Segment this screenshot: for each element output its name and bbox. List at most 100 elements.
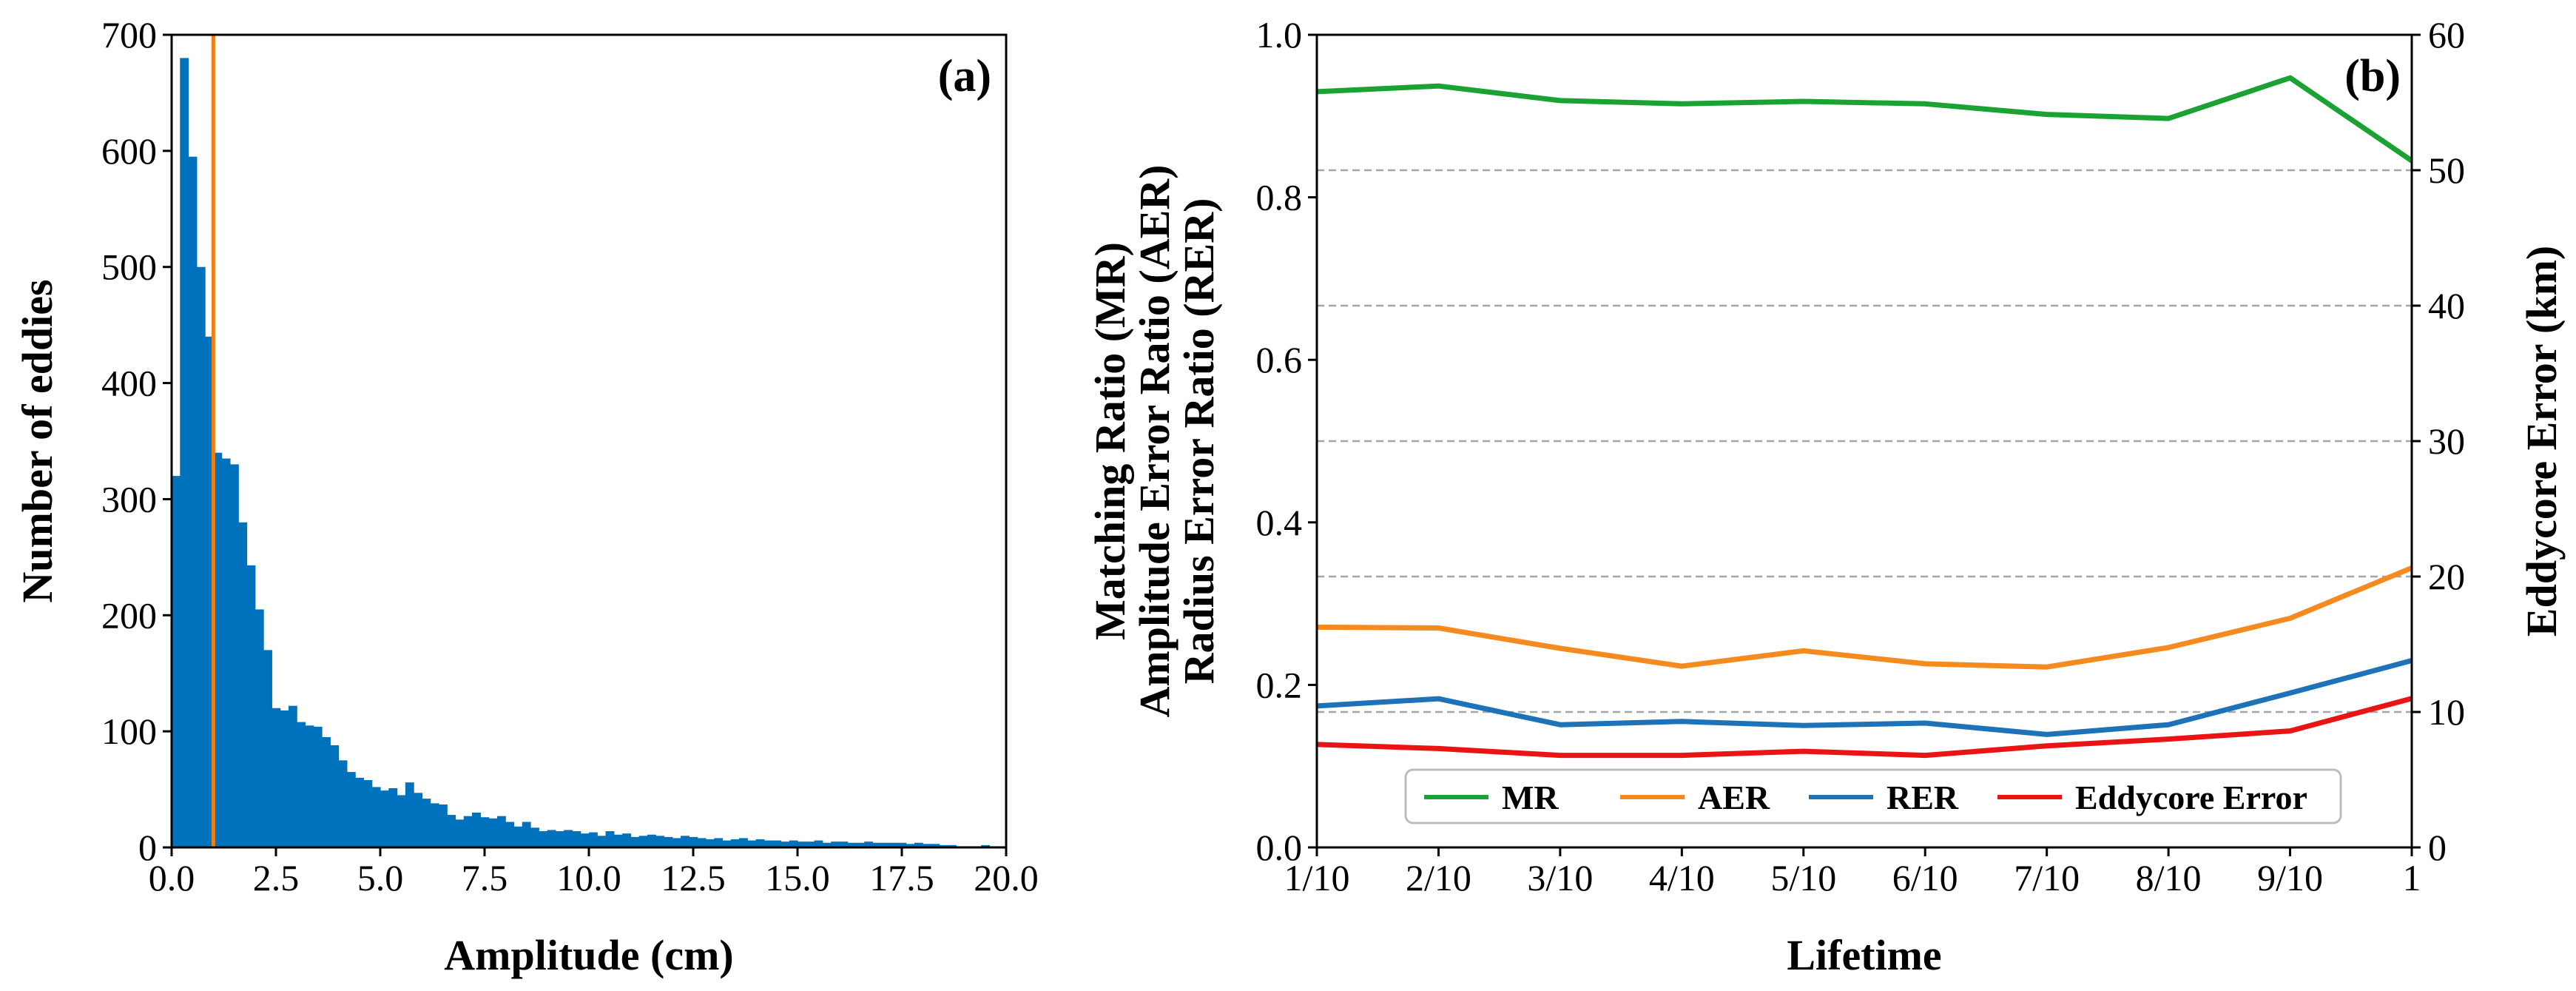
x-tick-label: 17.5 [869, 857, 934, 898]
histogram-bar [697, 838, 707, 847]
left-y-tick-label: 0.6 [1256, 339, 1303, 380]
histogram-bar [288, 705, 297, 847]
histogram-bar [480, 817, 490, 847]
panel-a-label: (a) [938, 51, 991, 101]
right-y-axis-ticks: 0 10 20 30 40 50 60 [2412, 14, 2465, 868]
y-tick-label: 500 [101, 246, 157, 288]
histogram-bar [263, 650, 272, 847]
x-axis-ticks: 0.0 2.5 5.0 7.5 10.0 12.5 15.0 17.5 20.0 [149, 847, 1039, 898]
histogram-bar [513, 826, 523, 847]
histogram-bar [747, 840, 757, 847]
left-y-tick-label: 0.2 [1256, 664, 1303, 705]
histogram-bar [939, 844, 948, 847]
x-tick-label: 4/10 [1649, 857, 1715, 898]
x-tick-label: 2.5 [253, 857, 300, 898]
legend-label-mr: MR [1502, 779, 1559, 816]
histogram-bar [539, 831, 548, 847]
histogram-bar [463, 816, 473, 847]
histogram-bar [172, 476, 181, 847]
y-tick-label: 300 [101, 478, 157, 520]
histogram-bar [722, 840, 732, 847]
histogram-bar [505, 822, 515, 847]
histogram-bar [371, 787, 381, 847]
x-tick-label: 8/10 [2136, 857, 2202, 898]
histogram-bar [180, 58, 189, 847]
histogram-bar [313, 726, 323, 847]
x-tick-label: 6/10 [1892, 857, 1958, 898]
histogram-bar [305, 725, 314, 847]
histogram-bar [388, 788, 398, 847]
histogram-bar [488, 818, 498, 847]
histogram-bar [839, 841, 849, 847]
x-tick-label: 2/10 [1406, 857, 1471, 898]
histogram-bar [280, 710, 289, 847]
histogram-bar [714, 838, 724, 847]
histogram-bars [172, 58, 1007, 847]
series-line-eddycore [1316, 696, 2413, 759]
x-tick-label: 7/10 [2014, 857, 2080, 898]
histogram-bar [338, 760, 348, 847]
histogram-bar [889, 842, 898, 847]
x-tick-label: 7.5 [462, 857, 508, 898]
series-line-rer [1316, 658, 2413, 737]
histogram-bar [981, 844, 991, 847]
histogram-bar [755, 839, 765, 847]
y-tick-label: 700 [101, 14, 157, 56]
histogram-bar [622, 833, 631, 847]
right-y-tick-label: 40 [2428, 285, 2465, 326]
y-tick-label: 0 [138, 827, 157, 868]
histogram-bar [789, 840, 798, 847]
histogram-bar [814, 840, 823, 847]
left-y-tick-label: 0.8 [1256, 177, 1303, 218]
histogram-bar [847, 842, 857, 847]
histogram-bar [831, 841, 840, 847]
histogram-bar [906, 844, 915, 847]
right-y-tick-label: 0 [2428, 827, 2447, 868]
histogram-bar [238, 522, 248, 847]
histogram-bar [363, 780, 373, 847]
histogram-bar [322, 736, 331, 847]
histogram-bar [438, 804, 448, 847]
right-y-tick-label: 20 [2428, 556, 2465, 597]
x-tick-label: 12.5 [661, 857, 726, 898]
histogram-bar [414, 793, 422, 847]
y-tick-label: 400 [101, 363, 157, 404]
histogram-bar [447, 815, 456, 847]
histogram-bar [455, 819, 465, 847]
histogram-bar [589, 832, 598, 847]
histogram-bar [880, 842, 890, 847]
y-axis-title-rer: Radius Error Ratio (RER) [1175, 198, 1223, 685]
y-tick-label: 600 [101, 130, 157, 172]
x-axis-title: Lifetime [1787, 931, 1941, 979]
y-axis-title-aer: Amplitude Error Ratio (AER) [1130, 165, 1179, 718]
right-y-tick-label: 50 [2428, 150, 2465, 191]
histogram-bar [380, 790, 389, 847]
legend-label-eddycore: Eddycore Error [2075, 779, 2307, 816]
legend: MR AER RER Eddycore Error [1404, 768, 2342, 824]
left-y-tick-label: 1.0 [1256, 14, 1303, 56]
x-tick-label: 3/10 [1527, 857, 1593, 898]
histogram-bar [681, 836, 689, 847]
histogram-bar [948, 844, 957, 847]
x-tick-label: 10.0 [556, 857, 621, 898]
left-y-tick-label: 0.0 [1256, 827, 1303, 868]
y-axis-title-mr: Matching Ratio (MR) [1086, 242, 1134, 640]
histogram-bar [297, 722, 306, 847]
histogram-bar [664, 836, 673, 847]
histogram-bar [597, 836, 607, 847]
histogram-bar [355, 777, 365, 847]
x-tick-label: 0.0 [149, 857, 195, 898]
histogram-bar [272, 708, 281, 847]
histogram-bar [346, 772, 356, 847]
series-line-mr [1316, 75, 2413, 164]
x-tick-label: 20.0 [974, 857, 1039, 898]
histogram-bar [798, 841, 806, 847]
histogram-bar [564, 830, 573, 847]
x-tick-label: 15.0 [765, 857, 830, 898]
histogram-bar [772, 840, 782, 847]
series-lines [1316, 75, 2413, 759]
histogram-bar [330, 745, 340, 847]
histogram-bar [763, 840, 773, 847]
left-y-tick-label: 0.4 [1256, 502, 1303, 543]
